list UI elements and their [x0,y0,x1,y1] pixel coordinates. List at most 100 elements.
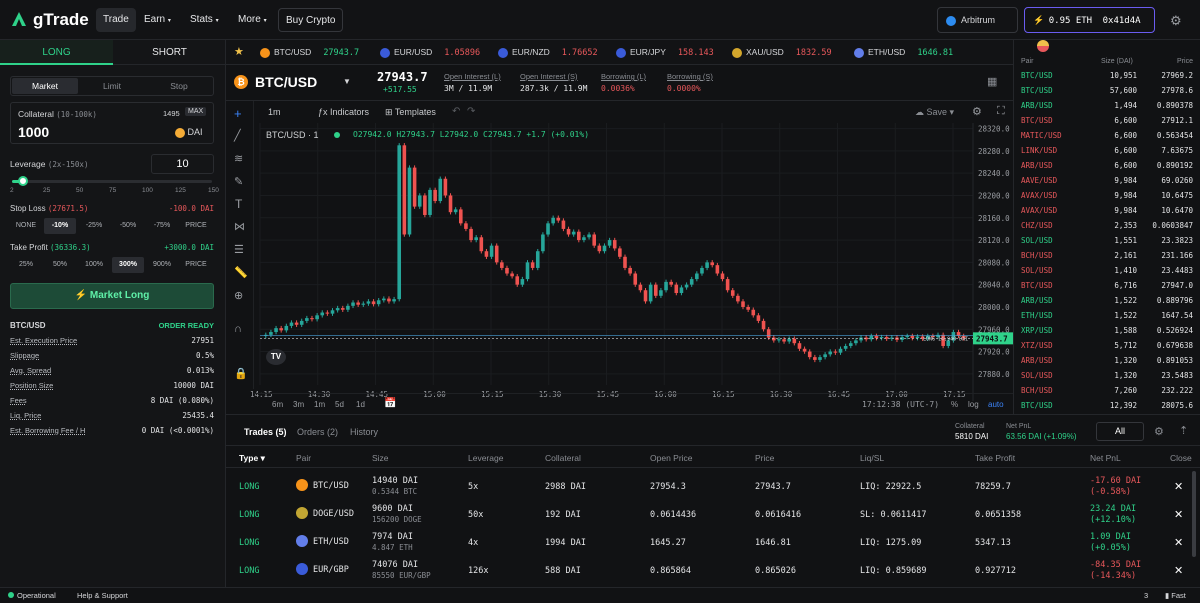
redo-icon[interactable]: ↷ [467,106,476,117]
take-profit-option[interactable]: 900% [153,261,171,268]
take-profit-option[interactable]: 50% [52,261,67,268]
take-profit-option[interactable]: 300% [112,257,144,273]
book-row[interactable]: XTZ/USD 5,712 0.679638 [1014,341,1200,356]
column-header[interactable]: Type ▾ [239,453,265,463]
brand-name[interactable]: gTrade [33,10,89,29]
book-row[interactable]: SOL/USD 1,320 23.5483 [1014,371,1200,386]
percent-scale-button[interactable]: % [951,400,959,409]
speed-indicator[interactable]: ▮ Fast [1165,591,1186,600]
order-type-limit[interactable]: Limit [103,81,121,91]
log-scale-button[interactable]: log [968,400,979,409]
book-row[interactable]: ETH/USD 1,522 1647.54 [1014,311,1200,326]
ticker-item[interactable]: BTC/USD 27943.7 [260,47,359,58]
book-row[interactable]: AVAX/USD 9,984 10.6470 [1014,206,1200,221]
buy-crypto-button[interactable]: Buy Crypto [278,8,344,32]
ticker-item[interactable]: EUR/JPY 158.143 [616,47,714,58]
trend-line-icon[interactable]: ╱ [234,130,241,142]
close-icon[interactable]: ✕ [1174,509,1184,521]
take-profit-option[interactable]: PRICE [185,261,207,268]
table-row[interactable]: LONG ETH/USD 7974 DAI 4.847 ETH 4x 1994 DAI 16… [226,528,1200,556]
book-row[interactable]: MATIC/USD 6,600 0.563454 [1014,131,1200,146]
take-profit-option[interactable]: 100% [85,261,103,268]
pattern-icon[interactable]: ⋈ [234,221,245,233]
range-button[interactable]: 1d [356,400,365,409]
range-button[interactable]: 3m [293,400,305,409]
lock-icon[interactable]: 🔒 [234,368,248,380]
book-row[interactable]: BTC/USD 10,951 27969.2 [1014,71,1200,86]
book-row[interactable]: XRP/USD 1,588 0.526924 [1014,326,1200,341]
zoom-in-icon[interactable]: ⊕ [234,290,244,302]
fib-icon[interactable]: ≋ [234,153,244,165]
book-row[interactable]: BTC/USD 6,716 27947.0 [1014,281,1200,296]
interval-button[interactable]: 1m [268,107,281,117]
tab-long[interactable]: LONG [0,40,113,65]
order-type-market[interactable]: Market [12,78,78,94]
leverage-slider[interactable] [12,176,212,186]
stop-loss-option[interactable]: -25% [85,222,103,229]
magnet-icon[interactable]: ∩ [234,323,242,335]
book-row[interactable]: AVAX/USD 9,984 10.6475 [1014,191,1200,206]
forecast-icon[interactable]: ☰ [234,244,244,256]
collapse-panel-icon[interactable]: ⇡ [1179,425,1189,437]
book-row[interactable]: BTC/USD 6,600 27912.1 [1014,116,1200,131]
book-row[interactable]: BTC/USD 12,392 28075.6 [1014,401,1200,416]
ruler-icon[interactable]: 📏 [234,267,248,279]
book-row[interactable]: BCH/USD 7,260 232.222 [1014,386,1200,401]
save-button[interactable]: ☁ Save ▾ [915,107,955,117]
tradingview-logo-icon[interactable]: TV [266,349,286,365]
order-type-stop[interactable]: Stop [170,81,188,91]
leverage-slider-handle[interactable] [17,176,28,186]
wallet-button[interactable]: ⚡ 0.95 ETH 0x41d4A [1024,7,1155,52]
indicators-button[interactable]: ƒx Indicators [318,107,370,117]
book-row[interactable]: BTC/USD 57,600 27978.6 [1014,86,1200,101]
close-icon[interactable]: ✕ [1174,537,1184,549]
stop-loss-option[interactable]: NONE [15,222,37,229]
ticker-item[interactable]: XAU/USD 1832.59 [732,47,832,58]
book-row[interactable]: LINK/USD 6,600 7.63675 [1014,146,1200,161]
book-row[interactable]: ARB/USD 1,494 0.890378 [1014,101,1200,116]
chart-settings-icon[interactable]: ⚙ [972,106,982,118]
network-selector[interactable]: Arbitrum [937,7,1018,33]
layout-grid-icon[interactable]: ▦ [987,76,998,88]
tab-orders[interactable]: Orders (2) [297,427,339,437]
book-row[interactable]: CHZ/USD 2,353 0.0603847 [1014,221,1200,236]
auto-scale-button[interactable]: auto [988,400,1004,409]
stop-loss-option[interactable]: PRICE [185,222,207,229]
candlestick-chart[interactable]: 28320.0 28280.0 28240.0 28200.0 28160.0 28120… [226,123,1013,413]
market-long-button[interactable]: ⚡ Market Long [10,283,214,309]
tab-trades[interactable]: Trades (5) [244,427,287,437]
book-row[interactable]: ARB/USD 1,522 0.889796 [1014,296,1200,311]
settings-gear-icon[interactable]: ⚙ [1170,13,1182,28]
ticker-item[interactable]: ETH/USD 1646.81 [854,47,953,58]
table-row[interactable]: LONG EUR/GBP 74076 DAI 85550 EUR/GBP 126x 588… [226,556,1200,584]
tab-short[interactable]: SHORT [113,40,226,65]
ticker-item[interactable]: EUR/NZD 1.76652 [498,47,598,58]
stop-loss-option[interactable]: -50% [119,222,137,229]
book-row[interactable]: SOL/USD 1,551 23.3823 [1014,236,1200,251]
nav-stats[interactable]: Stats ▾ [190,14,219,25]
templates-button[interactable]: ⊞ Templates [385,107,436,117]
brush-icon[interactable]: ✎ [234,176,244,188]
stop-loss-option[interactable]: -75% [153,222,171,229]
range-button[interactable]: 1m [314,400,326,409]
gtrade-logo-icon[interactable] [10,10,28,28]
ticker-item[interactable]: EUR/USD 1.05896 [380,47,480,58]
nav-trade[interactable]: Trade [96,8,136,32]
calendar-icon[interactable]: 📅 [384,398,397,409]
range-button[interactable]: 6m [272,400,284,409]
range-button[interactable]: 5d [335,400,344,409]
book-row[interactable]: BCH/USD 2,161 231.166 [1014,251,1200,266]
close-icon[interactable]: ✕ [1174,565,1184,577]
take-profit-option[interactable]: 25% [18,261,33,268]
book-row[interactable]: AAVE/USD 9,984 69.0260 [1014,176,1200,191]
nav-more[interactable]: More ▾ [238,14,267,25]
book-row[interactable]: SOL/USD 1,410 23.4483 [1014,266,1200,281]
filter-dropdown[interactable]: All [1096,422,1144,441]
help-support-link[interactable]: Help & Support [77,591,128,600]
fullscreen-icon[interactable]: ⛶ [997,105,1005,117]
chevron-down-icon[interactable]: ▼ [343,77,351,86]
table-row[interactable]: LONG DOGE/USD 9600 DAI 156200 DOGE 50x 192 DA… [226,500,1200,528]
stop-loss-option[interactable]: -10% [44,218,76,234]
table-row[interactable]: LONG BTC/USD 14940 DAI 0.5344 BTC 5x 2988 DAI… [226,472,1200,500]
collateral-field[interactable]: Collateral (10-100k) 1495 MAX 1000 DAI [10,102,214,144]
